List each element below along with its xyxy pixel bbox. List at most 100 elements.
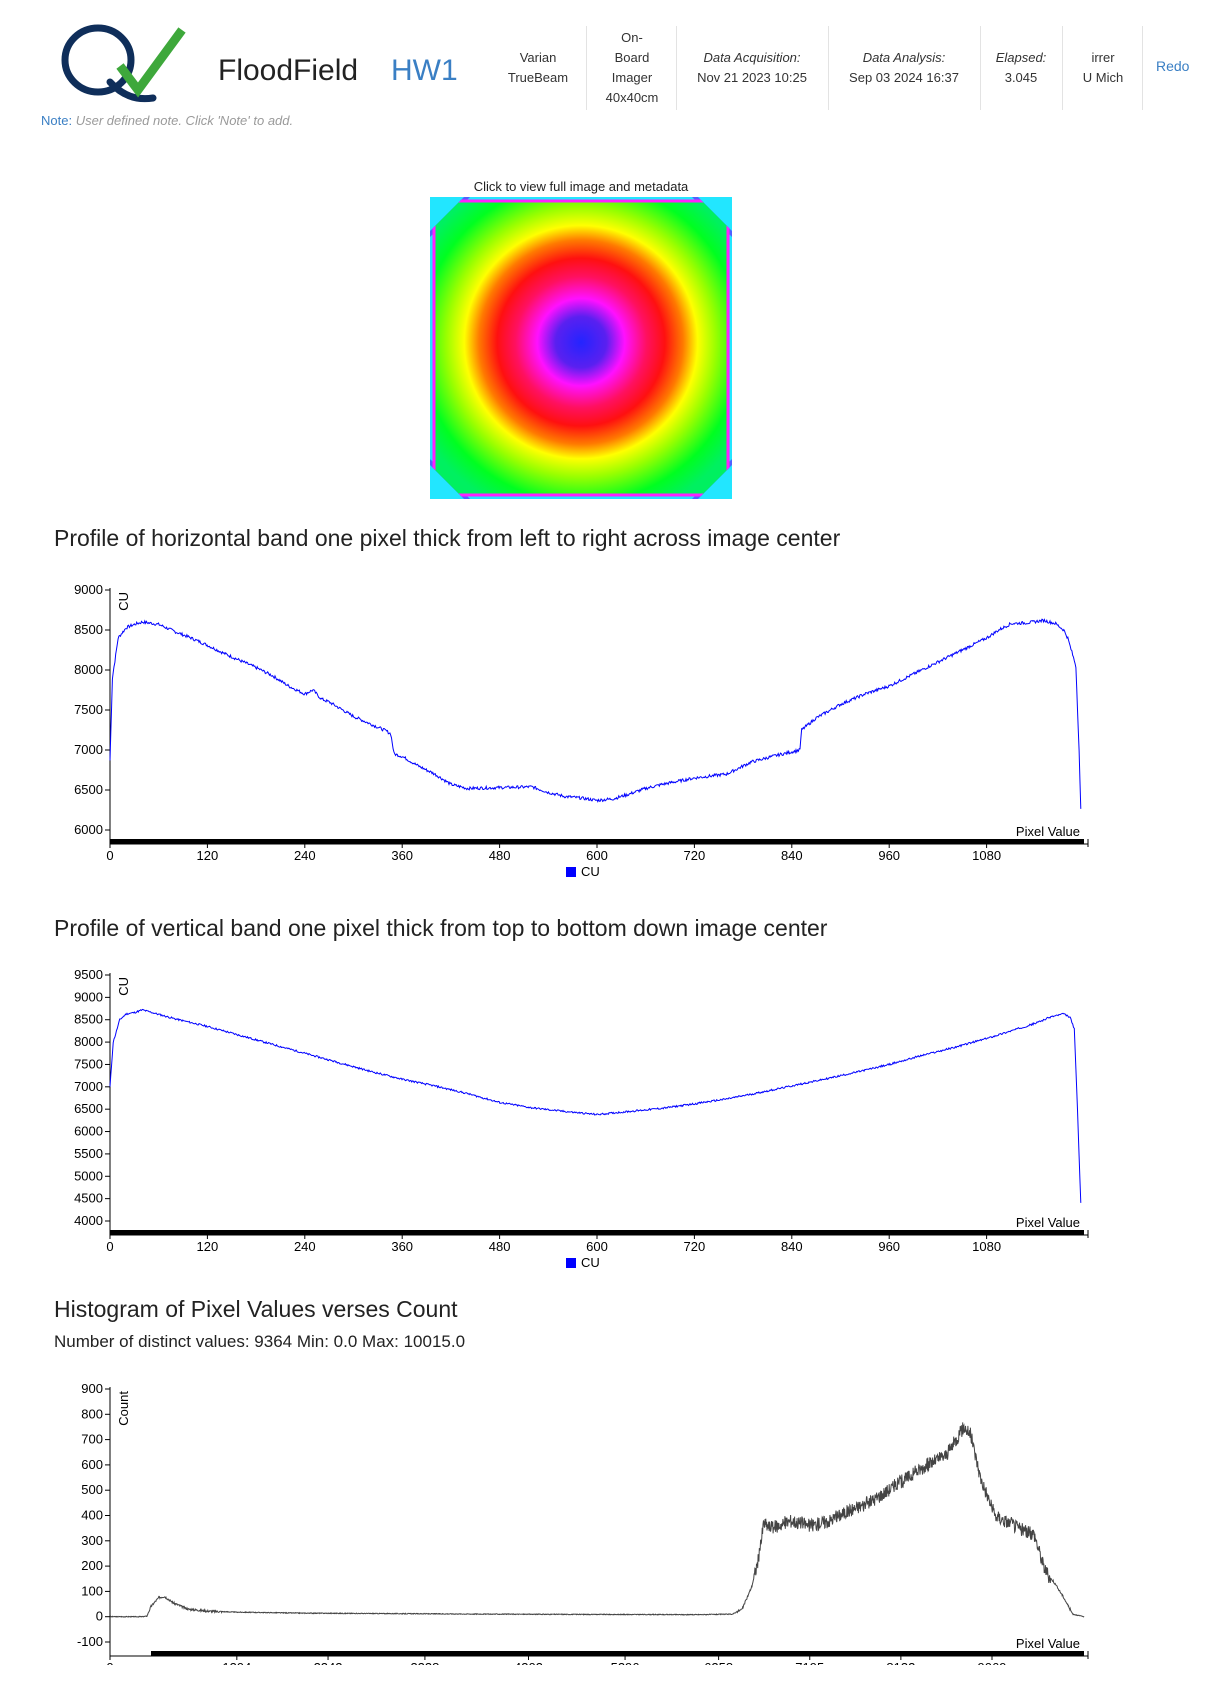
header-divider <box>980 26 981 110</box>
x-axis-label: Pixel Value <box>1016 1215 1080 1230</box>
x-axis-band <box>110 1230 1084 1235</box>
y-tick-label: 300 <box>81 1533 103 1548</box>
x-tick-label: 5296 <box>611 1660 640 1665</box>
x-tick-label: 1080 <box>972 848 1001 863</box>
note-line: Note: User defined note. Click 'Note' to… <box>41 113 293 128</box>
y-tick-label: 8000 <box>74 1034 103 1049</box>
x-tick-label: 720 <box>684 848 706 863</box>
app-logo <box>58 24 188 104</box>
imager-line: 40x40cm <box>605 90 659 105</box>
y-tick-label: 6000 <box>74 822 103 837</box>
y-tick-label: 200 <box>81 1558 103 1573</box>
x-tick-label: 8132 <box>886 1660 915 1665</box>
y-tick-label: -100 <box>77 1634 103 1649</box>
y-tick-label: 6500 <box>74 1101 103 1116</box>
x-tick-label: 600 <box>586 848 608 863</box>
elapsed-value: 3.045 <box>1004 70 1038 85</box>
x-tick-label: 360 <box>391 1239 413 1254</box>
header-divider <box>1062 26 1063 110</box>
x-tick-label: 960 <box>878 1239 900 1254</box>
vertical-profile-chart: 4000450050005500600065007000750080008500… <box>74 967 1089 1270</box>
x-tick-label: 720 <box>684 1239 706 1254</box>
x-tick-label: 1080 <box>972 1239 1001 1254</box>
elapsed-label: Elapsed: <box>995 50 1047 65</box>
x-axis-band <box>151 1651 1084 1656</box>
imager-line: Imager <box>611 70 653 85</box>
app-title: FloodField <box>218 54 359 87</box>
y-axis-label: CU <box>116 592 131 611</box>
y-tick-label: 4000 <box>74 1213 103 1228</box>
y-tick-label: 7500 <box>74 1056 103 1071</box>
flood-field-image-thumbnail[interactable] <box>430 197 732 499</box>
x-tick-label: 9069 <box>978 1660 1007 1665</box>
y-tick-label: 600 <box>81 1457 103 1472</box>
procedure-name: HW1 <box>391 54 458 87</box>
imager-line: On- <box>621 30 643 45</box>
x-tick-label: 6258 <box>704 1660 733 1665</box>
user-id: irrer <box>1091 50 1115 65</box>
histogram-title: Histogram of Pixel Values verses Count <box>54 1296 458 1322</box>
y-tick-label: 6500 <box>74 782 103 797</box>
y-tick-label: 100 <box>81 1583 103 1598</box>
vertical-profile-title: Profile of vertical band one pixel thick… <box>54 915 828 941</box>
user-institution: U Mich <box>1082 70 1124 85</box>
y-tick-label: 8000 <box>74 662 103 677</box>
y-tick-label: 9000 <box>74 989 103 1004</box>
y-tick-label: 6000 <box>74 1124 103 1139</box>
x-tick-label: 120 <box>197 1239 219 1254</box>
x-tick-label: 1304 <box>222 1660 251 1665</box>
x-tick-label: 480 <box>489 1239 511 1254</box>
y-tick-label: 500 <box>81 1482 103 1497</box>
y-tick-label: 5000 <box>74 1168 103 1183</box>
y-tick-label: 9000 <box>74 582 103 597</box>
x-tick-label: 4303 <box>514 1660 543 1665</box>
machine-info: Varian TrueBeam <box>496 26 580 110</box>
data-series-line <box>109 618 1082 809</box>
analysis-date: Sep 03 2024 16:37 <box>849 70 959 85</box>
y-tick-label: 5500 <box>74 1146 103 1161</box>
y-tick-label: 7000 <box>74 742 103 757</box>
x-tick-label: 2242 <box>314 1660 343 1665</box>
data-series-line <box>109 1422 1085 1619</box>
y-tick-label: 8500 <box>74 1012 103 1027</box>
user-info: irrer U Mich <box>1068 26 1138 110</box>
x-tick-label: 840 <box>781 1239 803 1254</box>
x-tick-label: 360 <box>391 848 413 863</box>
x-tick-label: 3238 <box>410 1660 439 1665</box>
horizontal-profile-chart: 6000 6500 7000 7500 8000 8500 9000 CU 0 120 240 360… <box>74 582 1089 879</box>
elapsed-info: Elapsed: 3.045 <box>986 26 1056 110</box>
header-divider <box>1142 26 1143 110</box>
y-tick-label: 9500 <box>74 967 103 982</box>
x-axis-label: Pixel Value <box>1016 824 1080 839</box>
y-tick-label: 4500 <box>74 1191 103 1206</box>
x-tick-label: 120 <box>197 848 219 863</box>
y-tick-label: 7500 <box>74 702 103 717</box>
x-tick-label: 0 <box>106 1239 113 1254</box>
x-tick-label: 840 <box>781 848 803 863</box>
x-tick-label: 480 <box>489 848 511 863</box>
legend-label: CU <box>581 1255 600 1270</box>
x-tick-label: 0 <box>106 1660 113 1665</box>
legend-swatch <box>566 1258 576 1268</box>
imager-info: On- Board Imager 40x40cm <box>592 22 672 114</box>
y-tick-label: 900 <box>81 1381 103 1396</box>
redo-link[interactable]: Redo <box>1156 58 1190 74</box>
y-tick-label: 800 <box>81 1406 103 1421</box>
horizontal-profile-title: Profile of horizontal band one pixel thi… <box>54 525 841 551</box>
y-axis-label: CU <box>116 977 131 996</box>
note-text: User defined note. Click 'Note' to add. <box>75 113 294 128</box>
header-divider <box>586 26 587 110</box>
x-axis-band <box>110 839 1084 844</box>
machine-model: TrueBeam <box>507 70 569 85</box>
x-tick-label: 240 <box>294 848 316 863</box>
note-link[interactable]: Note: <box>41 113 73 128</box>
y-tick-label: 8500 <box>74 622 103 637</box>
histogram-chart: -100 0 100 200 300 400 500 600 700 800 900 Count 0 13… <box>77 1381 1089 1665</box>
analysis-info: Data Analysis: Sep 03 2024 16:37 <box>834 26 974 110</box>
thumbnail-caption: Click to view full image and metadata <box>473 179 689 194</box>
acquisition-label: Data Acquisition: <box>703 50 801 65</box>
x-axis-label: Pixel Value <box>1016 1636 1080 1651</box>
x-tick-label: 240 <box>294 1239 316 1254</box>
x-tick-label: 960 <box>878 848 900 863</box>
header-divider <box>676 26 677 110</box>
